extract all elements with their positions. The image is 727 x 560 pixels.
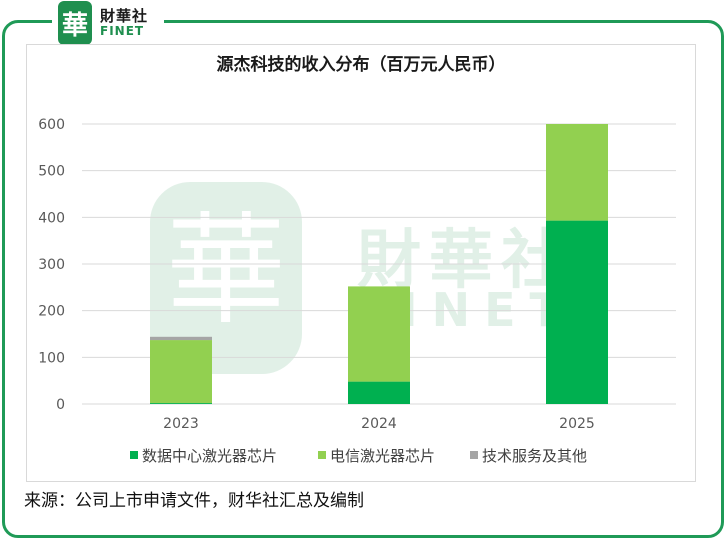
bar-segment [546, 220, 608, 404]
legend-swatch [318, 451, 326, 459]
y-tick-label: 0 [56, 397, 65, 413]
y-tick-label: 200 [38, 304, 65, 320]
logo-mark: 華 [58, 1, 92, 45]
watermark-cn: 財華社 [357, 224, 573, 298]
y-tick-label: 500 [38, 164, 65, 180]
watermark-glyph: 華 [166, 202, 286, 341]
y-tick-label: 400 [38, 210, 65, 226]
chart-title: 源杰科技的收入分布（百万元人民币） [216, 55, 506, 75]
logo-en: FINET [100, 23, 145, 38]
x-tick-label: 2024 [361, 416, 397, 432]
logo-text: 財華社 FINET [100, 6, 149, 38]
watermark-badge [150, 182, 302, 374]
bar-segment [348, 381, 410, 404]
legend-label: 电信激光器芯片 [330, 447, 435, 465]
bar-segment [348, 286, 410, 382]
logo-cn: 財華社 [100, 6, 149, 25]
legend-swatch [470, 451, 478, 459]
brand-logo: 華 財華社 FINET [52, 0, 164, 46]
legend-label: 数据中心激光器芯片 [142, 447, 277, 465]
y-tick-label: 100 [38, 350, 65, 366]
y-tick-label: 600 [38, 117, 65, 133]
y-tick-label: 300 [38, 257, 65, 273]
x-tick-label: 2025 [559, 416, 595, 432]
bar-segment [150, 403, 212, 404]
legend-label: 技术服务及其他 [482, 447, 587, 465]
legend-swatch [130, 451, 138, 459]
bar-segment [150, 336, 212, 341]
source-note: 来源：公司上市申请文件，财华社汇总及编制 [24, 491, 364, 511]
bar-segment [150, 340, 212, 404]
x-tick-label: 2023 [163, 416, 199, 432]
bar-segment [546, 124, 608, 221]
